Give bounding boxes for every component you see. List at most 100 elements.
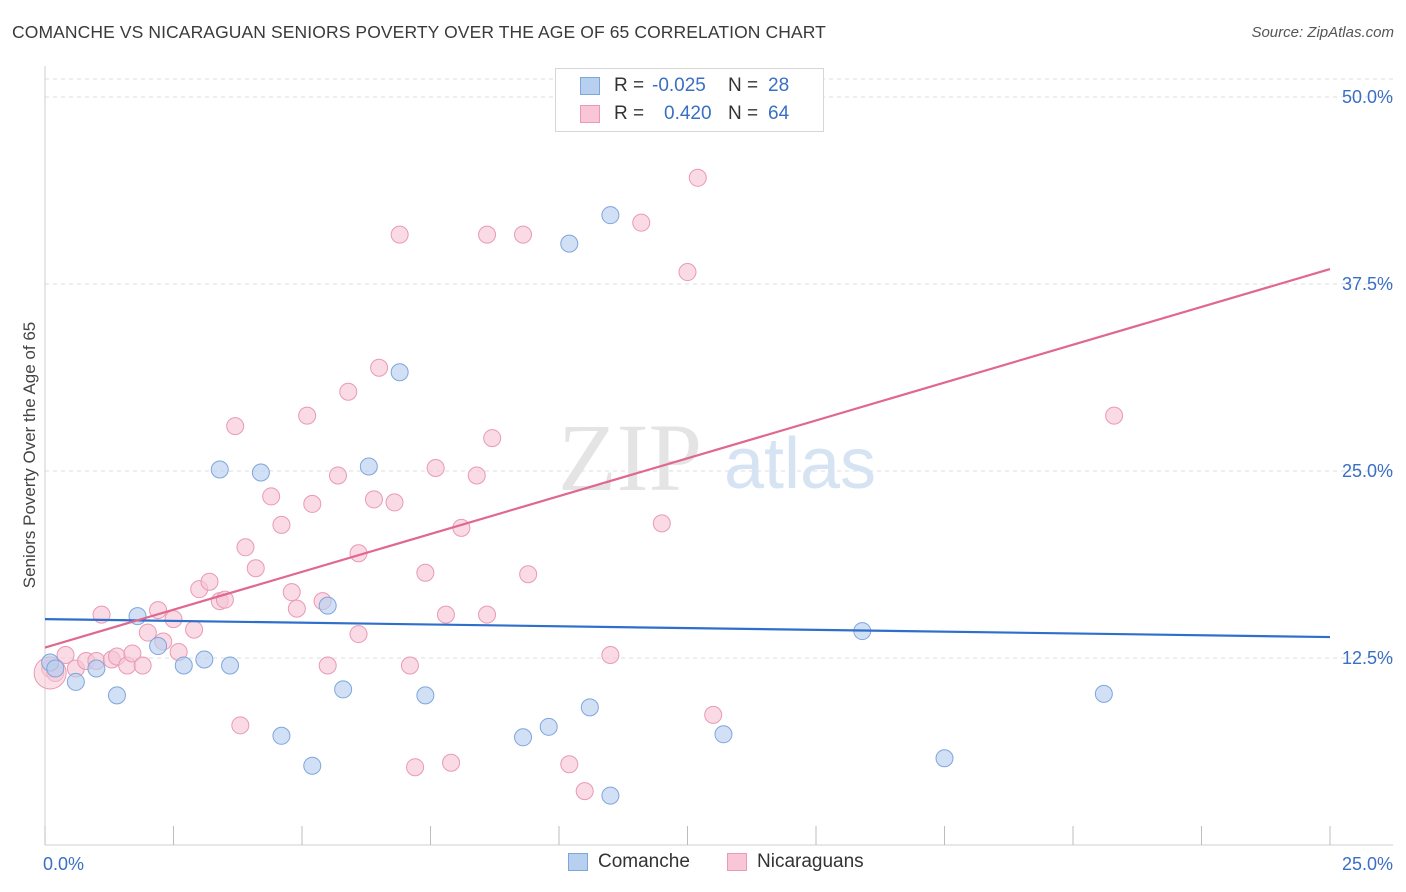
nicaraguan-point	[349, 625, 368, 644]
comanche-point	[359, 457, 378, 476]
comanche-point	[334, 680, 353, 699]
legend-row-nicaraguans: R = 0.420 N = 64	[580, 102, 789, 126]
nicaraguan-point	[339, 382, 358, 401]
comanche-point	[416, 686, 435, 705]
chart-title: COMANCHE VS NICARAGUAN SENIORS POVERTY O…	[12, 22, 826, 42]
nicaraguan-point	[123, 644, 142, 663]
nicaraguan-point	[560, 755, 579, 774]
nicaraguan-point	[298, 406, 317, 425]
nicaraguan-point	[416, 563, 435, 582]
nicaraguan-point	[478, 225, 497, 244]
source-credit: Source: ZipAtlas.com	[1251, 24, 1394, 41]
nicaraguan-point	[575, 782, 594, 801]
nicaraguan-point	[514, 225, 533, 244]
legend-swatch-comanche	[568, 853, 588, 871]
comanche-point	[272, 726, 291, 745]
legend-r-label: R =	[614, 75, 645, 96]
comanche-point	[390, 363, 409, 382]
comanche-point	[539, 717, 558, 736]
series-legend: Comanche Nicaraguans	[0, 851, 1406, 879]
nicaraguan-point	[303, 494, 322, 513]
y-tick-label: 25.0%	[1342, 461, 1393, 481]
nicaraguan-point	[282, 583, 301, 602]
nicaraguan-point	[426, 459, 445, 478]
legend-swatch-nicaraguans	[727, 853, 747, 871]
legend-r-value: -0.025	[652, 75, 706, 96]
comanche-point	[107, 686, 126, 705]
nicaraguan-point	[262, 487, 281, 506]
y-tick-label: 50.0%	[1342, 87, 1393, 107]
nicaraguan-point	[688, 168, 707, 187]
legend-label-comanche: Comanche	[598, 851, 690, 872]
nicaraguan-point	[452, 518, 471, 537]
nicaraguan-point	[231, 716, 250, 735]
legend-n-value: 28	[768, 75, 790, 96]
legend-n-value: 64	[768, 103, 790, 124]
nicaraguan-point	[364, 490, 383, 509]
nicaraguan-point	[652, 514, 671, 533]
comanche-point	[210, 460, 229, 479]
correlation-legend: R = -0.025 N = 28 R = 0.420 N = 64	[555, 68, 824, 132]
nicaraguan-point	[133, 656, 152, 675]
nicaraguan-point	[226, 417, 245, 436]
nicaraguan-point	[632, 213, 651, 232]
nicaraguan-point	[390, 225, 409, 244]
nicaraguan-point	[601, 646, 620, 665]
comanche-point	[195, 650, 214, 669]
nicaraguan-point	[370, 358, 389, 377]
nicaraguan-point	[200, 572, 219, 591]
legend-swatch-comanche	[580, 77, 600, 95]
comanche-point	[149, 637, 168, 656]
nicaraguan-point	[138, 623, 157, 642]
comanche-point	[174, 656, 193, 675]
y-tick-label: 37.5%	[1342, 274, 1393, 294]
nicaraguan-point	[519, 565, 538, 584]
nicaraguan-point	[56, 646, 75, 665]
legend-item-nicaraguans[interactable]: Nicaraguans	[727, 851, 864, 873]
comanche-points	[41, 206, 1113, 805]
comanche-point	[560, 234, 579, 253]
nicaraguan-point	[442, 753, 461, 772]
nicaraguan-point	[483, 429, 502, 448]
comanche-point	[251, 463, 270, 482]
nicaraguan-point	[1105, 406, 1124, 425]
comanche-point	[66, 672, 85, 691]
nicaraguan-point	[246, 559, 265, 578]
nicaraguan-point	[436, 605, 455, 624]
comanche-trend-line	[44, 618, 1331, 639]
x-tick-label-min: 0.0%	[43, 854, 84, 874]
nicaraguan-point	[385, 493, 404, 512]
x-tick-labels: 0.0% 25.0%	[43, 854, 1393, 874]
comanche-point	[87, 659, 106, 678]
trend-lines	[44, 267, 1331, 649]
comanche-point	[1094, 684, 1113, 703]
grid-lines	[45, 78, 1393, 659]
y-tick-labels: 12.5% 25.0% 37.5% 50.0%	[1342, 87, 1393, 668]
comanche-point	[221, 656, 240, 675]
legend-row-comanche: R = -0.025 N = 28	[580, 74, 789, 98]
legend-r-label: R =	[614, 103, 645, 124]
nicaraguan-point	[478, 605, 497, 624]
nicaraguan-point	[272, 515, 291, 534]
watermark-atlas: atlas	[724, 424, 876, 504]
comanche-point	[303, 756, 322, 775]
legend-n-label: N =	[728, 75, 759, 96]
nicaraguan-point	[467, 466, 486, 485]
nicaraguan-point	[287, 599, 306, 618]
comanche-point	[601, 206, 620, 225]
nicaraguan-point	[400, 656, 419, 675]
legend-n-label: N =	[728, 103, 759, 124]
legend-swatch-nicaraguans	[580, 105, 600, 123]
watermark: ZIP atlas	[558, 404, 876, 511]
x-tick-label-max: 25.0%	[1342, 854, 1393, 874]
comanche-point	[601, 786, 620, 805]
nicaraguan-point	[236, 538, 255, 557]
nicaraguan-point	[318, 656, 337, 675]
legend-item-comanche[interactable]: Comanche	[568, 851, 690, 873]
nicaraguan-point	[328, 466, 347, 485]
comanche-point	[935, 749, 954, 768]
comanche-point	[318, 596, 337, 615]
watermark-zip: ZIP	[558, 404, 702, 511]
comanche-point	[714, 725, 733, 744]
y-tick-label: 12.5%	[1342, 648, 1393, 668]
